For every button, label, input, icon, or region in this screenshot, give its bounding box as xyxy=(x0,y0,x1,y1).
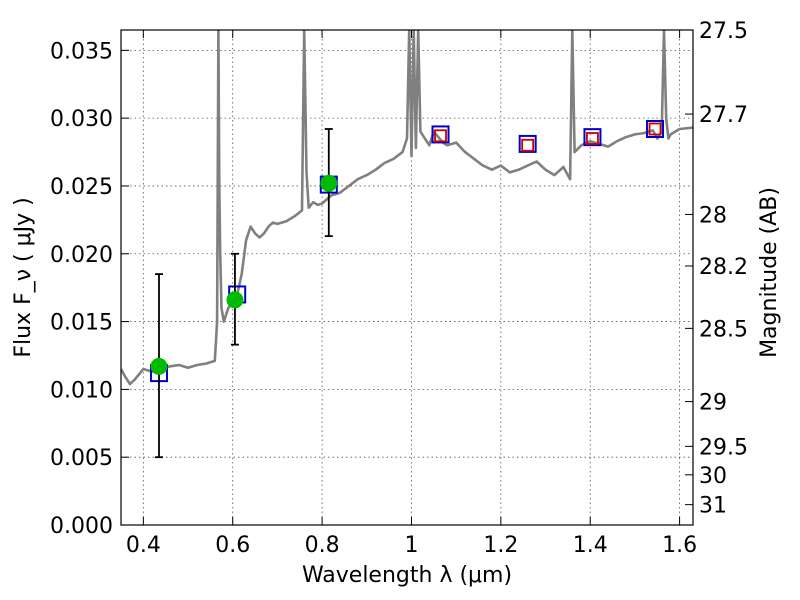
marker-layer xyxy=(149,120,665,459)
y-axis-right-label: Magnitude (AB) xyxy=(757,187,782,358)
y-tick-label: 0.020 xyxy=(50,243,113,268)
x-tick-label: 1.2 xyxy=(483,533,518,558)
photometry-square xyxy=(521,138,535,152)
y-tick-label: 0.015 xyxy=(50,311,113,336)
x-tick-label: 0.4 xyxy=(126,533,161,558)
x-tick-label: 1 xyxy=(404,533,418,558)
right-tick-label: 29 xyxy=(699,391,727,416)
model-flux-square xyxy=(518,134,537,153)
x-tick-label: 0.6 xyxy=(215,533,250,558)
right-tick-label: 30 xyxy=(699,464,727,489)
right-tick-label: 28.2 xyxy=(699,255,748,280)
y-tick-label: 0.000 xyxy=(50,514,113,539)
photometry-square xyxy=(648,122,662,136)
ticks: 0.4 0.6 0.8 1 1.2 1.4 1.6 0.000 0.005 0.010 0.015 0… xyxy=(50,19,748,558)
y-tick-label: 0.005 xyxy=(50,446,113,471)
x-axis-label: Wavelength λ (μm) xyxy=(302,563,512,588)
photometry-square xyxy=(434,129,447,143)
model-flux-square xyxy=(583,128,602,147)
x-tick-label: 1.4 xyxy=(573,533,608,558)
right-tick-label: 28 xyxy=(699,203,727,228)
observed-point xyxy=(320,174,338,192)
photometry-square xyxy=(586,132,599,145)
plot-frame xyxy=(120,29,694,526)
y-axis-label: Flux F_ν ( μJy ) xyxy=(11,197,36,357)
y-tick-label: 0.025 xyxy=(50,175,113,200)
right-tick-label: 27.5 xyxy=(699,19,748,44)
y-tick-label: 0.030 xyxy=(50,107,113,132)
observed-point xyxy=(226,291,244,309)
right-tick-label: 29.5 xyxy=(699,435,748,460)
spectrum-line xyxy=(121,30,693,386)
y-tick-label: 0.035 xyxy=(50,39,113,64)
x-tick-label: 0.8 xyxy=(305,533,340,558)
x-tick-label: 1.6 xyxy=(662,533,697,558)
right-tick-label: 31 xyxy=(699,494,727,519)
observed-point xyxy=(150,357,168,375)
y-tick-label: 0.010 xyxy=(50,378,113,403)
right-tick-label: 28.5 xyxy=(699,317,748,342)
model-flux-square xyxy=(431,125,450,144)
model-flux-square xyxy=(646,120,665,138)
series-layer xyxy=(121,30,693,386)
right-tick-label: 27.7 xyxy=(699,103,748,128)
